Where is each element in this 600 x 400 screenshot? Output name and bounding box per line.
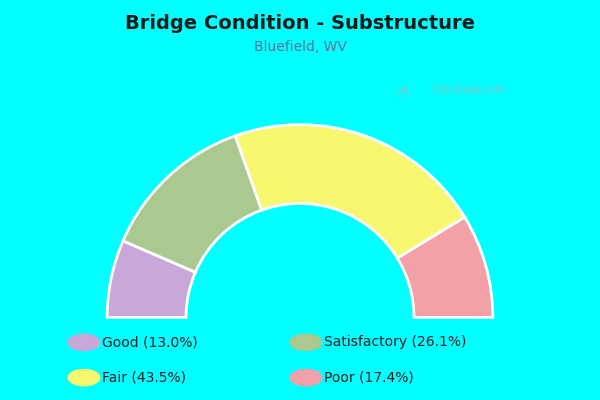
Text: Satisfactory (26.1%): Satisfactory (26.1%) <box>324 335 466 350</box>
Text: Fair (43.5%): Fair (43.5%) <box>102 370 186 385</box>
Wedge shape <box>107 241 196 318</box>
Ellipse shape <box>67 369 101 386</box>
Text: Bluefield, WV: Bluefield, WV <box>254 40 346 54</box>
Text: Poor (17.4%): Poor (17.4%) <box>324 370 414 385</box>
Wedge shape <box>123 136 262 272</box>
Text: City-Data.com: City-Data.com <box>432 85 506 95</box>
Ellipse shape <box>67 334 101 351</box>
Wedge shape <box>397 217 493 318</box>
Ellipse shape <box>290 369 323 386</box>
Text: Bridge Condition - Substructure: Bridge Condition - Substructure <box>125 14 475 33</box>
Text: ◔: ◔ <box>397 85 407 98</box>
Wedge shape <box>235 124 465 258</box>
Ellipse shape <box>290 334 323 351</box>
Text: Good (13.0%): Good (13.0%) <box>102 335 198 350</box>
